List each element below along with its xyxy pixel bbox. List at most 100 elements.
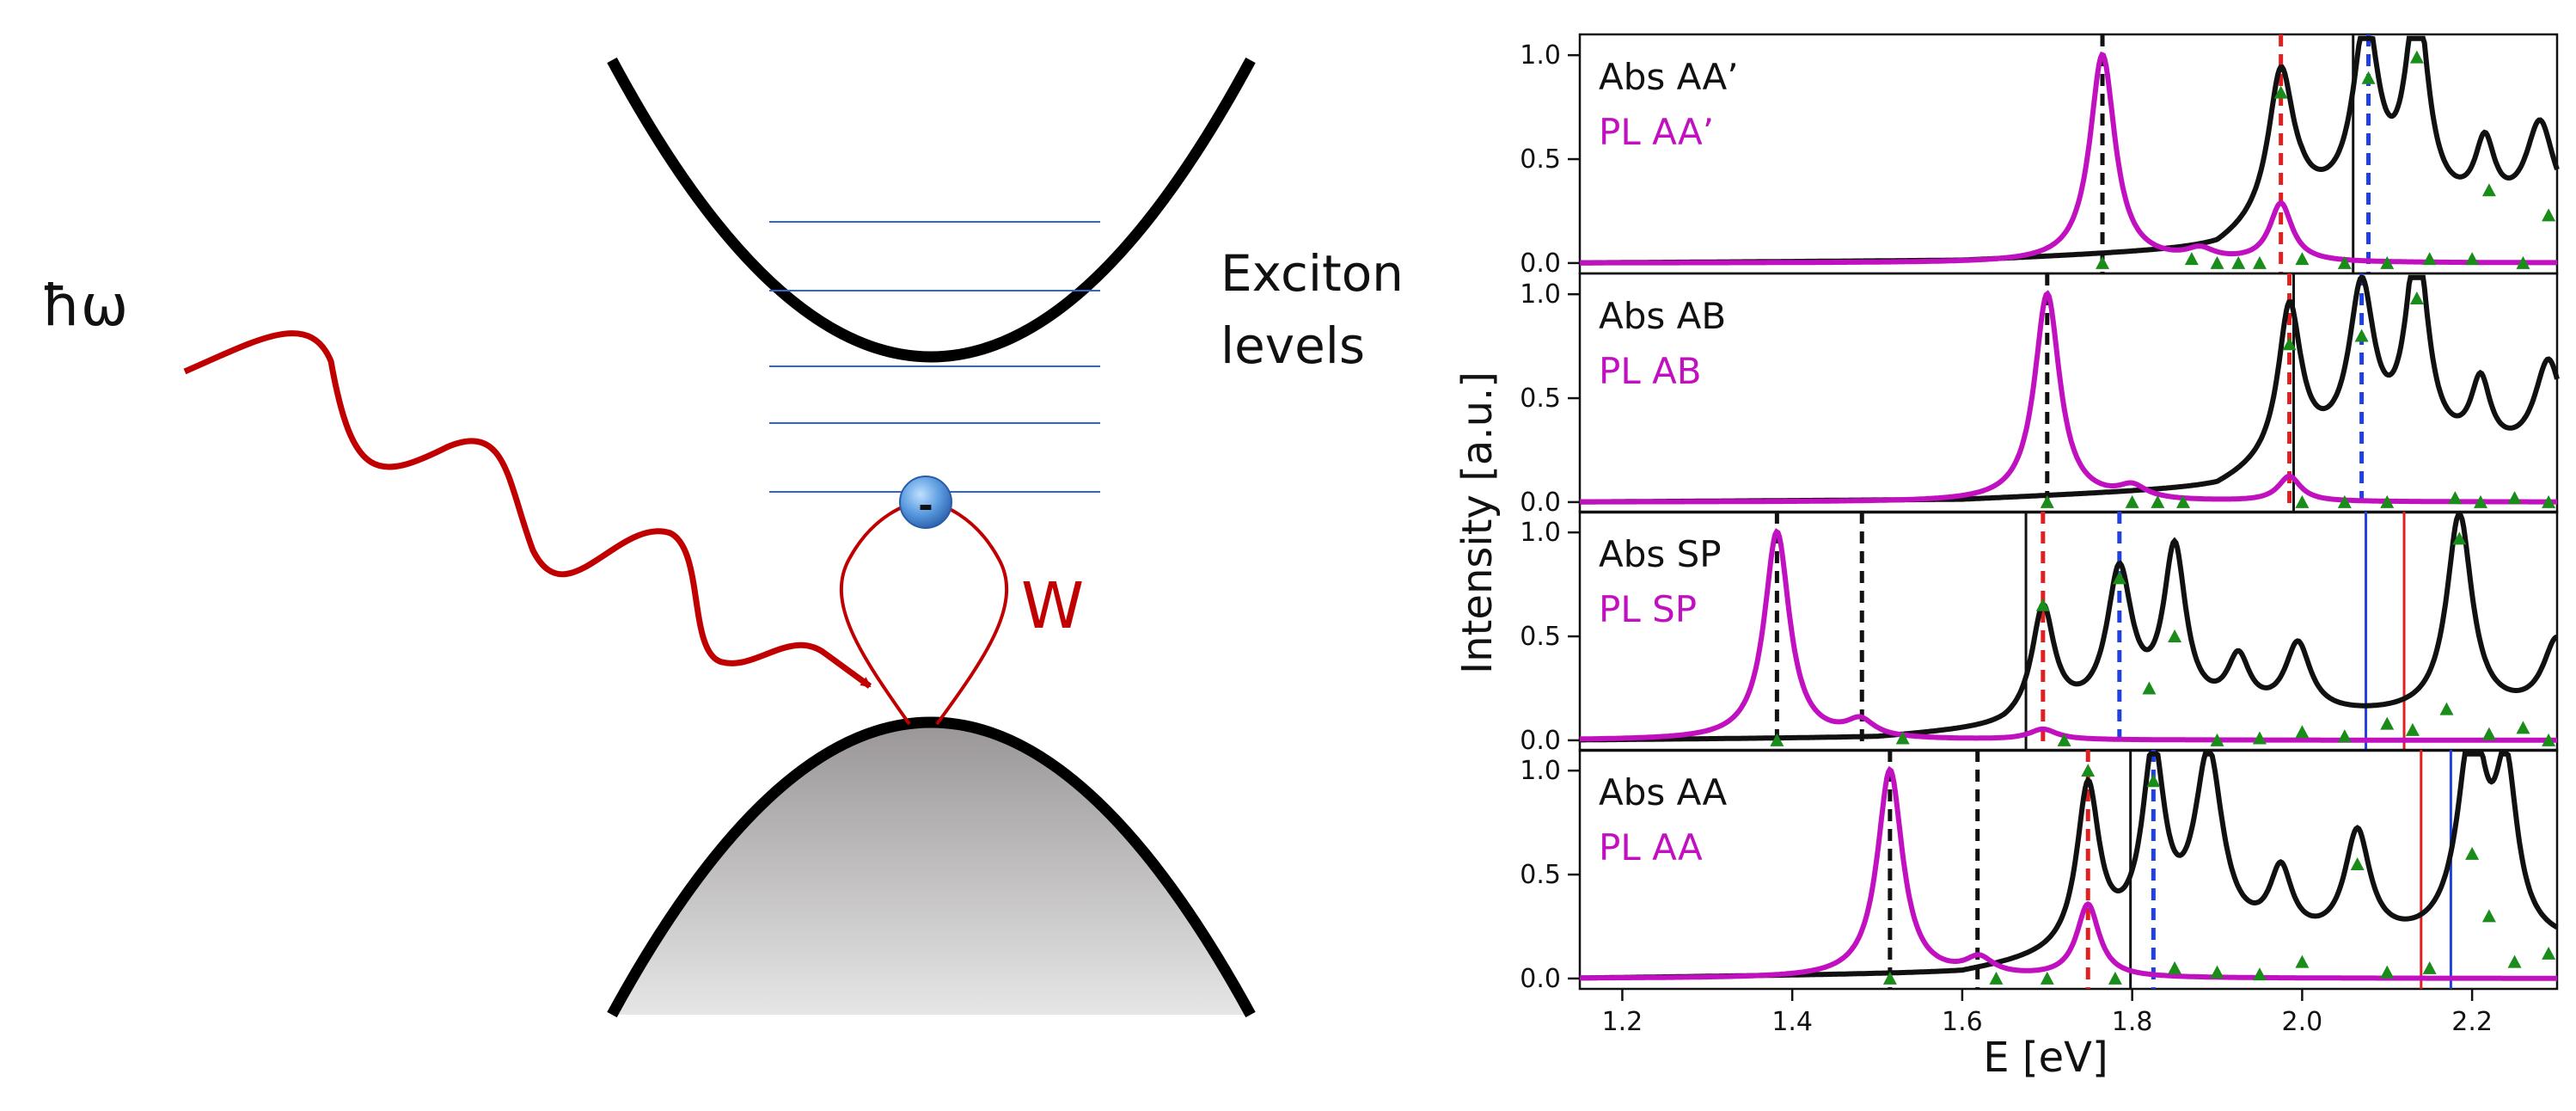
abs-label: Abs SP (1599, 533, 1722, 575)
x-axis-title: E [eV] (1983, 1034, 2108, 1082)
electron (899, 476, 952, 529)
oscillator-marker (2465, 846, 2480, 860)
oscillator-marker (2295, 954, 2310, 968)
oscillator-marker (2507, 954, 2522, 968)
y-tick-label: 0.5 (1520, 622, 1561, 652)
y-tick-label: 0.0 (1520, 249, 1561, 279)
oscillator-marker (2405, 722, 2420, 736)
oscillator-marker (2040, 494, 2054, 508)
y-axis-title: Intensity [a.u.] (1453, 371, 1502, 674)
photon-label: ħω (41, 273, 128, 339)
electron-label: - (918, 484, 933, 526)
oscillator-marker (1895, 731, 1910, 745)
oscillator-marker (1770, 733, 1784, 746)
y-tick-label: 0.5 (1520, 384, 1561, 414)
oscillator-marker (2252, 731, 2267, 745)
abs-spectrum-line (1580, 274, 2560, 505)
abs-label: Abs AB (1599, 295, 1726, 337)
oscillator-marker (2282, 337, 2297, 351)
oscillator-marker (2252, 255, 2267, 269)
oscillator-marker (2474, 494, 2488, 508)
oscillator-marker (2350, 856, 2365, 870)
exciton-label: levels (1221, 316, 1365, 375)
oscillator-marker (2542, 733, 2556, 746)
x-tick-label: 1.6 (1942, 1007, 1983, 1037)
panel-frame (1578, 510, 2559, 752)
spectra-chart: Intensity [a.u.] E [eV] 0.0 0.5 1.0 Abs AA’… (1453, 33, 2560, 1082)
x-tick-label: 2.0 (2282, 1007, 2323, 1037)
oscillator-marker (1882, 971, 1897, 985)
oscillator-marker (2210, 255, 2224, 269)
pl-label: PL AA (1599, 826, 1703, 869)
oscillator-marker (2210, 733, 2224, 746)
y-tick-label: 0.5 (1520, 144, 1561, 175)
oscillator-marker (2516, 255, 2530, 269)
y-tick-label: 0.0 (1520, 726, 1561, 756)
oscillator-marker (2542, 208, 2556, 222)
oscillator-marker (2465, 252, 2480, 266)
oscillator-marker (2035, 598, 2050, 611)
oscillator-marker (2448, 491, 2463, 505)
oscillator-marker (2295, 494, 2310, 508)
oscillator-marker (2175, 494, 2190, 508)
y-tick-label: 0.5 (1520, 860, 1561, 890)
panel: 0.0 0.5 1.0 Abs AB PL AB (1520, 272, 2560, 518)
oscillator-marker (2295, 252, 2310, 266)
interaction-loop (923, 499, 1008, 726)
oscillator-marker (2380, 255, 2395, 269)
oscillator-marker (2142, 681, 2157, 695)
exciton-levels (769, 221, 1100, 493)
oscillator-marker (2040, 971, 2054, 985)
oscillator-marker (2422, 961, 2437, 974)
x-tick-label: 1.2 (1602, 1007, 1643, 1037)
panel-frame (1578, 748, 2559, 991)
oscillator-marker (2439, 702, 2454, 715)
abs-label: Abs AA (1599, 771, 1728, 813)
y-tick-label: 1.0 (1520, 756, 1561, 786)
panel: 0.0 0.5 1.0 Abs AA’ PL AA’ (1520, 33, 2560, 279)
photon-wave (183, 330, 872, 689)
panel: 0.0 0.5 1.0 Abs AA PL AA (1520, 748, 2559, 994)
y-tick-label: 0.0 (1520, 488, 1561, 518)
oscillator-marker (2380, 965, 2395, 979)
oscillator-marker (2409, 292, 2424, 305)
interaction-loop (839, 499, 925, 726)
pl-spectrum-line (1580, 51, 2557, 266)
oscillator-marker (2184, 252, 2199, 266)
oscillator-marker (1989, 971, 2004, 985)
panel-frame (1578, 272, 2559, 514)
oscillator-marker (2057, 733, 2071, 746)
pl-label: PL AA’ (1599, 111, 1714, 153)
oscillator-marker (2337, 255, 2352, 269)
pl-label: PL SP (1599, 588, 1697, 630)
oscillator-marker (2481, 909, 2496, 923)
y-tick-label: 1.0 (1520, 518, 1561, 548)
oscillator-marker (2452, 531, 2467, 545)
oscillator-marker (2542, 494, 2556, 508)
oscillator-marker (2409, 50, 2424, 64)
y-tick-label: 1.0 (1520, 279, 1561, 310)
oscillator-marker (2422, 252, 2437, 266)
abs-spectrum-line (1580, 513, 2558, 743)
interaction-label: W (1021, 569, 1084, 643)
oscillator-marker (2112, 571, 2126, 585)
pl-spectrum-line (1580, 528, 2557, 743)
pl-spectrum-line (1580, 765, 2557, 981)
oscillator-marker (2507, 491, 2522, 505)
abs-label: Abs AA’ (1599, 56, 1739, 98)
oscillator-marker (2361, 71, 2376, 84)
oscillator-marker (2481, 727, 2496, 740)
x-tick-label: 1.4 (1771, 1007, 1813, 1037)
valence-band (607, 716, 1256, 1018)
oscillator-marker (2096, 255, 2110, 269)
exciton-label: Exciton (1221, 244, 1404, 303)
x-axis: 1.2 1.4 1.6 1.8 2.0 2.2 (1602, 989, 2493, 1037)
exciton-diagram: - ħω Exciton levels W (41, 57, 1404, 1018)
oscillator-marker (2516, 721, 2530, 734)
oscillator-marker (2252, 967, 2267, 981)
y-tick-label: 0.0 (1520, 964, 1561, 994)
pl-spectrum-line (1580, 290, 2557, 505)
oscillator-marker (2295, 725, 2310, 739)
oscillator-marker (2168, 629, 2182, 643)
